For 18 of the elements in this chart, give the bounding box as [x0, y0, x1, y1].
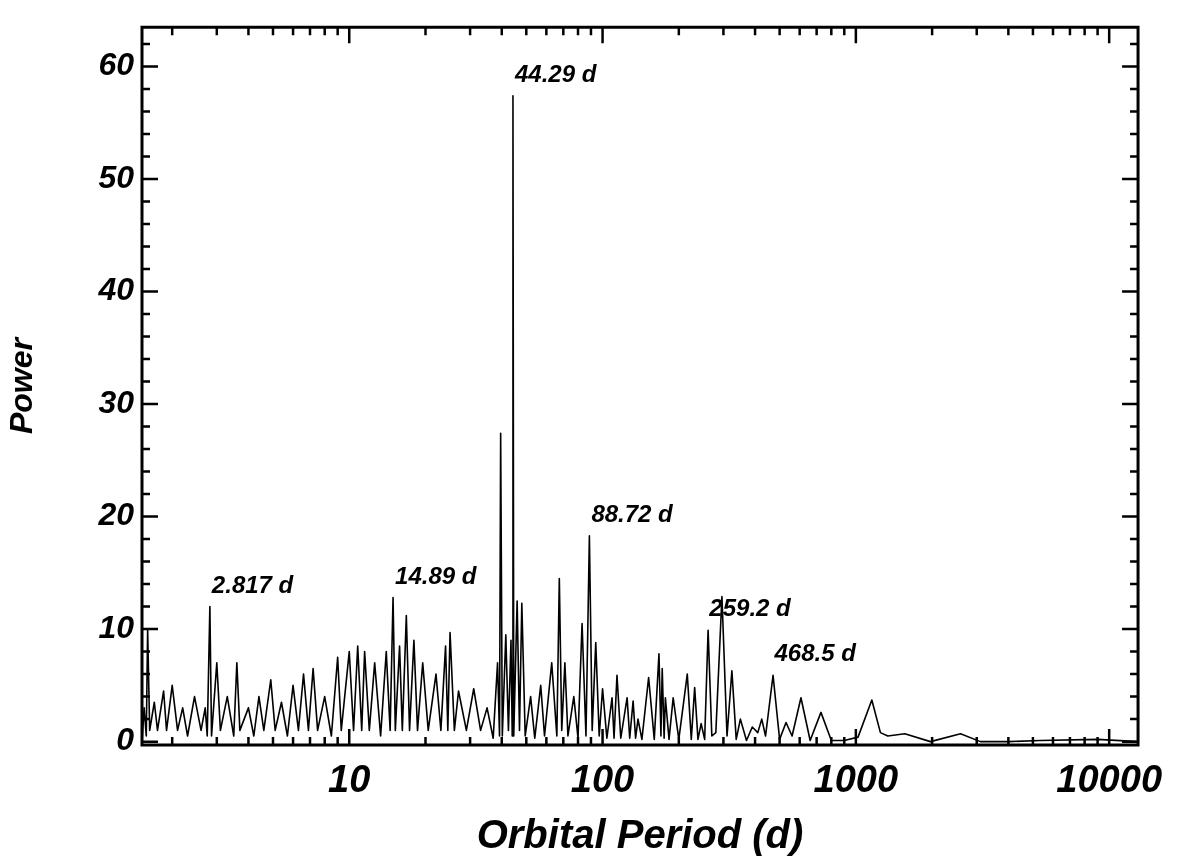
- x-tick-label: 10: [328, 758, 371, 801]
- y-tick-label: 20: [97, 496, 135, 533]
- annotation: 2.817 d: [210, 570, 295, 598]
- x-axis-title: Orbital Period (d): [476, 812, 804, 857]
- annotation: 468.5 d: [773, 639, 858, 667]
- y-tick-label: 10: [98, 608, 135, 645]
- x-tick-label: 100: [570, 758, 635, 801]
- x-tick-label: 10000: [1056, 758, 1163, 801]
- y-axis-title: Power: [3, 336, 40, 435]
- y-tick-label: 40: [97, 271, 135, 308]
- x-tick-label: 1000: [813, 758, 899, 801]
- annotation: 14.89 d: [395, 561, 478, 589]
- y-tick-label: 60: [98, 46, 135, 83]
- annotation: 44.29 d: [513, 59, 598, 87]
- y-tick-label: 0: [116, 721, 135, 758]
- y-tick-label: 30: [98, 383, 135, 420]
- y-tick-label: 50: [98, 158, 135, 195]
- annotation: 88.72 d: [591, 499, 675, 527]
